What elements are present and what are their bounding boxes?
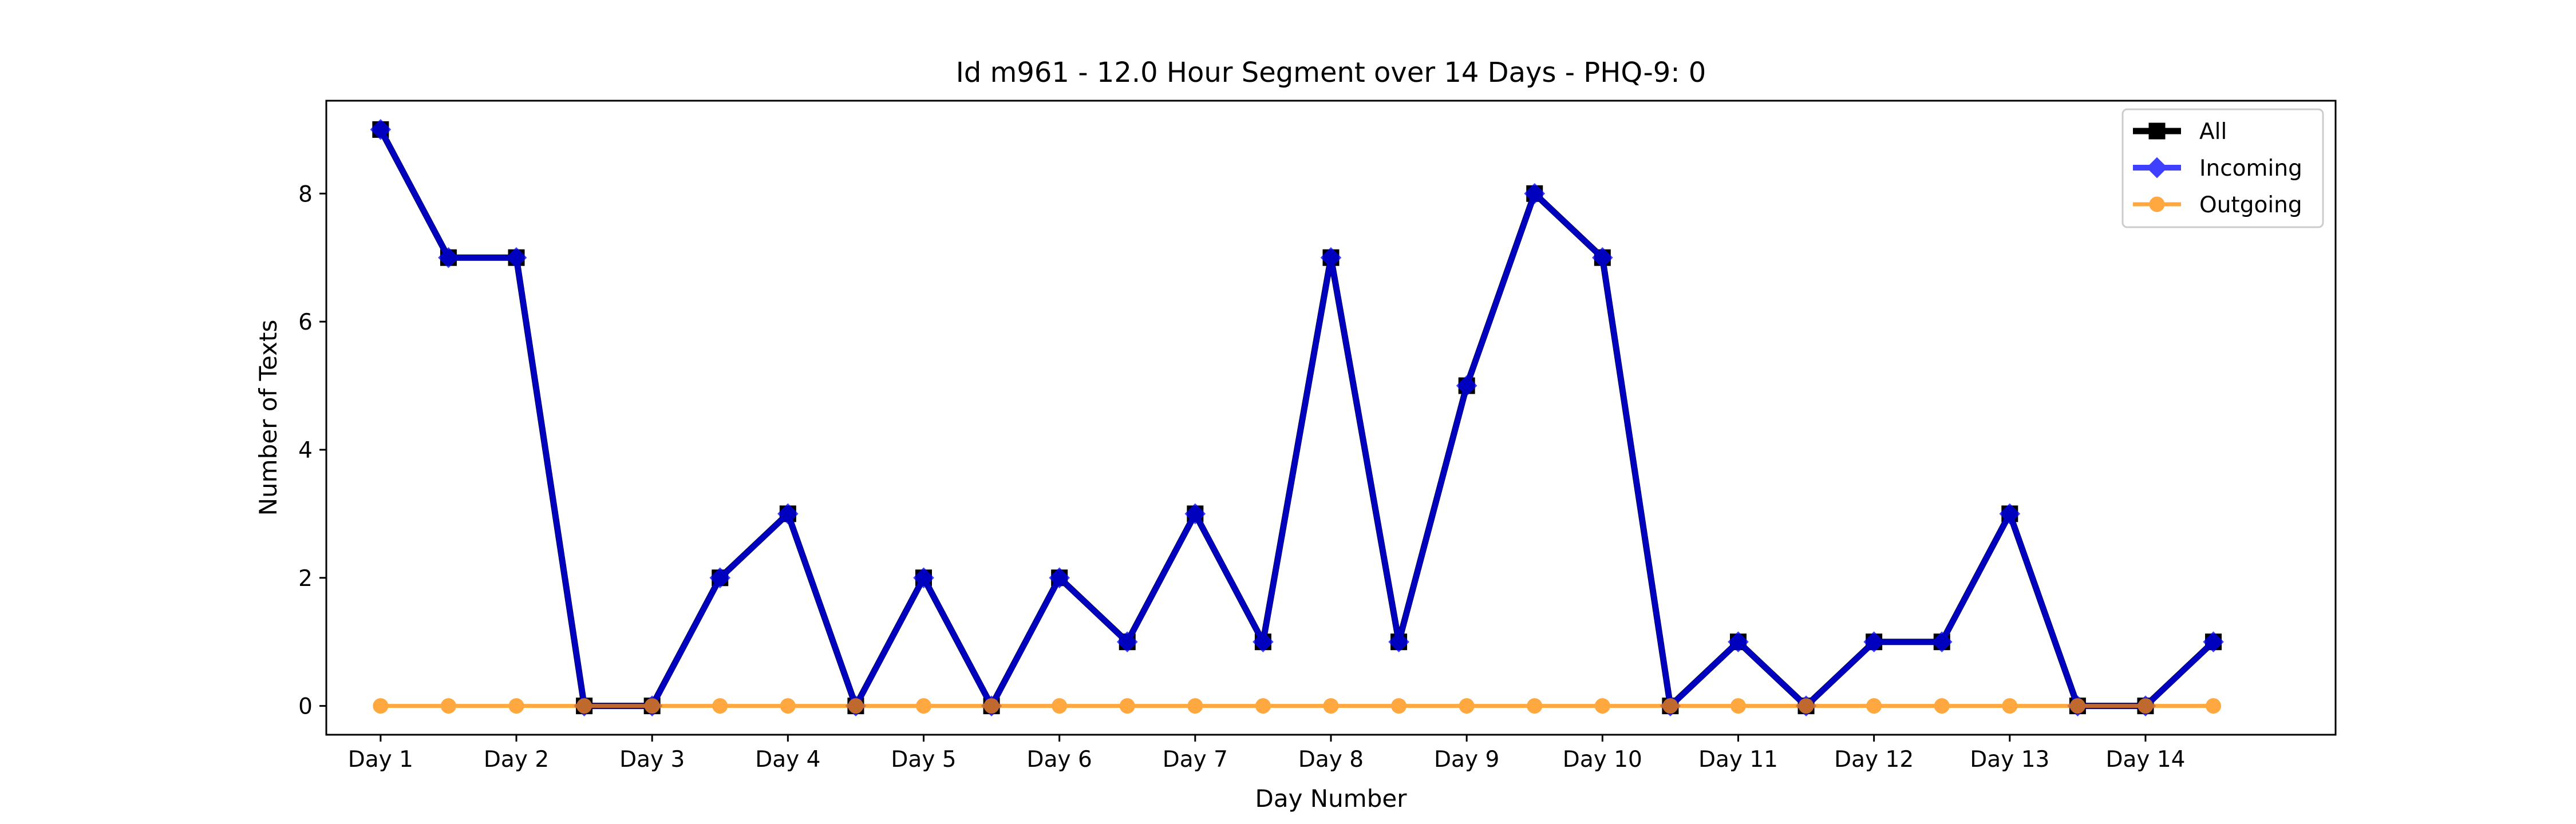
data-point-outgoing xyxy=(2069,698,2085,714)
y-axis: 0 2 4 6 8 xyxy=(298,181,326,720)
x-axis: Day 1 Day 2 Day 3 Day 4 Day 5 Day 6 Day 7 Day 8… xyxy=(348,735,2185,772)
data-point-outgoing xyxy=(508,698,524,714)
series-line-incoming xyxy=(377,126,2217,709)
legend-marker-outgoing xyxy=(2149,196,2165,212)
data-point-outgoing xyxy=(1255,698,1271,714)
legend-label-all: All xyxy=(2199,119,2227,145)
data-point-outgoing xyxy=(1798,698,1814,714)
data-point-outgoing xyxy=(576,698,592,714)
legend-item-all xyxy=(2133,122,2181,140)
legend-label-incoming: Incoming xyxy=(2199,156,2302,181)
data-point-incoming xyxy=(2203,631,2224,653)
x-tick-label: Day 6 xyxy=(1027,747,1092,772)
x-tick-label: Day 3 xyxy=(619,747,685,772)
data-point-incoming xyxy=(1931,631,1953,653)
y-tick-label: 4 xyxy=(298,438,313,464)
x-tick-label: Day 9 xyxy=(1434,747,1499,772)
legend-label-outgoing: Outgoing xyxy=(2199,192,2302,218)
data-point-incoming xyxy=(370,119,392,140)
data-point-incoming xyxy=(1116,631,1138,653)
y-tick-label: 8 xyxy=(298,181,313,207)
data-point-incoming xyxy=(1863,631,1884,653)
x-tick-label: Day 2 xyxy=(484,747,549,772)
data-point-outgoing xyxy=(983,698,999,714)
data-point-incoming xyxy=(777,503,799,525)
x-tick-label: Day 12 xyxy=(1834,747,1914,772)
data-point-incoming xyxy=(1320,247,1342,268)
data-point-outgoing xyxy=(2002,698,2018,714)
data-point-outgoing xyxy=(440,698,456,714)
series-outgoing xyxy=(373,698,2222,714)
x-tick-label: Day 10 xyxy=(1563,747,1642,772)
y-tick-label: 2 xyxy=(298,566,313,592)
y-axis-label: Number of Texts xyxy=(254,320,282,516)
data-point-incoming xyxy=(1456,375,1477,397)
data-point-outgoing xyxy=(848,698,864,714)
data-point-outgoing xyxy=(1594,698,1610,714)
x-tick-label: Day 14 xyxy=(2105,747,2185,772)
x-tick-label: Day 13 xyxy=(1970,747,2049,772)
data-point-outgoing xyxy=(1866,698,1882,714)
data-point-outgoing xyxy=(2206,698,2222,714)
data-point-incoming xyxy=(1592,247,1613,268)
data-point-incoming xyxy=(1728,631,1749,653)
chart-title: Id m961 - 12.0 Hour Segment over 14 Days… xyxy=(956,57,1706,89)
data-point-incoming xyxy=(438,247,459,268)
x-tick-label: Day 1 xyxy=(348,747,413,772)
x-tick-label: Day 11 xyxy=(1698,747,1778,772)
legend-item-incoming xyxy=(2133,157,2181,179)
data-point-incoming xyxy=(1184,503,1206,525)
data-point-outgoing xyxy=(1187,698,1203,714)
y-tick-label: 6 xyxy=(298,310,313,335)
data-point-outgoing xyxy=(373,698,389,714)
data-point-outgoing xyxy=(1527,698,1543,714)
data-point-outgoing xyxy=(2138,698,2154,714)
data-point-outgoing xyxy=(1459,698,1475,714)
legend-item-outgoing xyxy=(2133,196,2181,212)
data-point-outgoing xyxy=(644,698,660,714)
plot-area xyxy=(370,119,2224,716)
data-point-outgoing xyxy=(1391,698,1407,714)
legend-box xyxy=(2121,108,2324,228)
x-tick-label: Day 5 xyxy=(891,747,956,772)
data-point-outgoing xyxy=(1934,698,1950,714)
data-point-outgoing xyxy=(1662,698,1678,714)
x-tick-label: Day 7 xyxy=(1163,747,1228,772)
x-tick-label: Day 8 xyxy=(1298,747,1364,772)
data-point-incoming xyxy=(1524,183,1546,204)
data-point-incoming xyxy=(913,567,934,589)
legend-marker-incoming xyxy=(2146,157,2168,179)
x-tick-label: Day 4 xyxy=(755,747,820,772)
data-point-incoming xyxy=(1999,503,2021,525)
data-point-outgoing xyxy=(1052,698,1068,714)
data-point-incoming xyxy=(505,247,527,268)
data-point-outgoing xyxy=(1323,698,1339,714)
legend-marker-all xyxy=(2148,122,2166,140)
data-point-incoming xyxy=(1049,567,1070,589)
y-tick-label: 0 xyxy=(298,694,313,720)
data-point-outgoing xyxy=(712,698,728,714)
legend: All Incoming Outgoing xyxy=(2121,108,2324,228)
data-point-outgoing xyxy=(780,698,796,714)
data-point-incoming xyxy=(709,567,731,589)
data-point-incoming xyxy=(1253,631,1274,653)
x-axis-label: Day Number xyxy=(1255,785,1407,813)
data-point-outgoing xyxy=(916,698,932,714)
data-point-outgoing xyxy=(1730,698,1746,714)
data-point-incoming xyxy=(1388,631,1409,653)
data-point-outgoing xyxy=(1119,698,1135,714)
